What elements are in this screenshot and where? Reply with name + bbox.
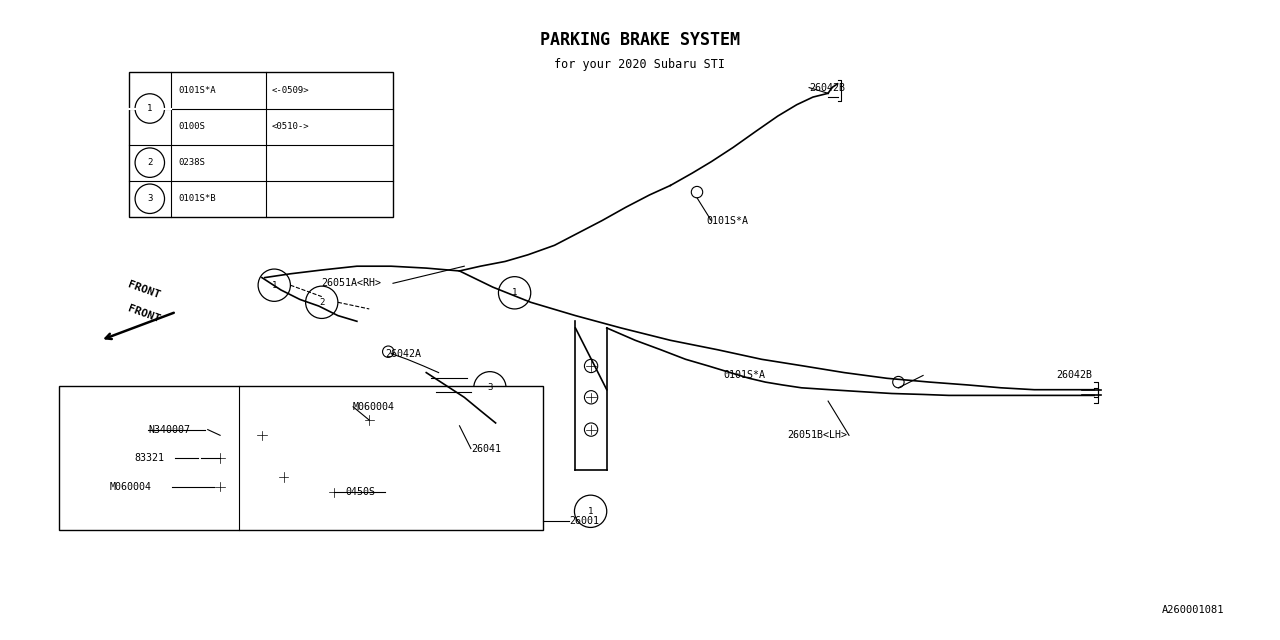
Text: 26042A: 26042A xyxy=(385,349,421,358)
Text: 0101S*A: 0101S*A xyxy=(178,86,216,95)
Bar xyxy=(59,386,543,531)
Text: 1: 1 xyxy=(512,288,517,298)
Circle shape xyxy=(383,346,394,357)
Bar xyxy=(129,72,393,217)
Text: 26051A<RH>: 26051A<RH> xyxy=(321,278,381,288)
Text: 0100S: 0100S xyxy=(178,122,205,131)
Text: N340007: N340007 xyxy=(148,424,189,435)
Circle shape xyxy=(498,276,531,309)
Circle shape xyxy=(259,269,291,301)
Text: 0238S: 0238S xyxy=(178,158,205,167)
Circle shape xyxy=(136,148,165,177)
Circle shape xyxy=(306,286,338,319)
Text: 1: 1 xyxy=(147,104,152,113)
Text: 83321: 83321 xyxy=(134,453,165,463)
Text: 2: 2 xyxy=(319,298,324,307)
Text: 26042B: 26042B xyxy=(1056,371,1092,380)
Text: M060004: M060004 xyxy=(353,402,396,412)
Text: 0101S*A: 0101S*A xyxy=(707,216,749,225)
Text: <0510->: <0510-> xyxy=(271,122,308,131)
Circle shape xyxy=(136,94,165,124)
Text: PARKING BRAKE SYSTEM: PARKING BRAKE SYSTEM xyxy=(540,31,740,49)
Text: 0101S*B: 0101S*B xyxy=(178,195,216,204)
Text: 1: 1 xyxy=(271,281,276,290)
Text: 3: 3 xyxy=(488,383,493,392)
Text: 26041: 26041 xyxy=(471,444,500,454)
Text: 0101S*A: 0101S*A xyxy=(723,371,765,380)
Text: 26001: 26001 xyxy=(568,516,599,526)
Circle shape xyxy=(474,372,506,404)
Text: 1: 1 xyxy=(588,507,594,516)
Text: M060004: M060004 xyxy=(110,481,152,492)
Text: 0450S: 0450S xyxy=(346,487,375,497)
Circle shape xyxy=(575,495,607,527)
Text: 3: 3 xyxy=(147,195,152,204)
Text: 26042B: 26042B xyxy=(809,83,845,93)
Circle shape xyxy=(892,376,904,388)
Text: 26051B<LH>: 26051B<LH> xyxy=(787,430,847,440)
Text: FRONT: FRONT xyxy=(127,303,161,324)
Text: A260001081: A260001081 xyxy=(1162,605,1224,615)
Text: 2: 2 xyxy=(147,158,152,167)
Text: <-0509>: <-0509> xyxy=(271,86,308,95)
Text: for your 2020 Subaru STI: for your 2020 Subaru STI xyxy=(554,58,726,71)
Text: FRONT: FRONT xyxy=(127,280,161,300)
Circle shape xyxy=(136,184,165,214)
Circle shape xyxy=(691,186,703,198)
